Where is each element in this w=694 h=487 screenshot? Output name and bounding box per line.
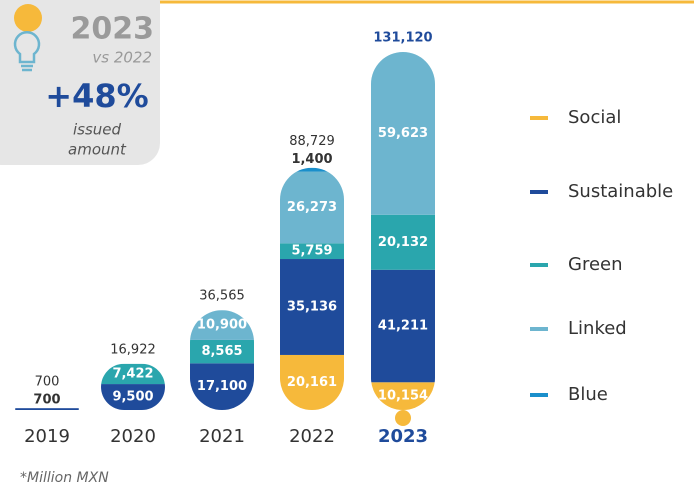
segment-label: 1,400 — [291, 152, 332, 167]
segment-label: 5,759 — [291, 244, 332, 259]
badge-caption: amount — [68, 141, 127, 159]
total-label: 700 — [35, 375, 60, 390]
badge-caption: issued — [73, 121, 122, 139]
segment-label: 20,161 — [287, 375, 337, 390]
legend-label: Social — [568, 107, 621, 128]
legend-label: Blue — [568, 384, 608, 405]
legend-label: Linked — [568, 318, 627, 339]
legend-label: Sustainable — [568, 181, 673, 202]
x-tick-label: 2021 — [199, 426, 245, 447]
segment-label: 20,132 — [378, 235, 428, 250]
segment-label: 26,273 — [287, 200, 337, 215]
bulb-icon — [13, 31, 41, 72]
x-tick-label: 2019 — [24, 426, 70, 447]
badge-change: +48% — [45, 77, 148, 115]
bar-segment — [101, 384, 165, 410]
total-label: 36,565 — [199, 289, 245, 304]
bar-segment — [371, 52, 435, 215]
legend-label: Green — [568, 254, 623, 275]
bar — [371, 52, 435, 410]
x-tick-label: 2022 — [289, 426, 335, 447]
segment-label: 700 — [33, 393, 60, 408]
bulb-glow — [14, 4, 42, 32]
total-label: 88,729 — [289, 134, 335, 149]
bar-segment — [280, 243, 344, 260]
highlight-dot — [395, 410, 411, 426]
badge-year: 2023 — [71, 12, 155, 47]
segment-label: 35,136 — [287, 299, 337, 314]
segment-label: 10,900 — [197, 318, 247, 333]
segment-label: 59,623 — [378, 126, 428, 141]
segment-label: 41,211 — [378, 319, 428, 334]
bar-segment — [190, 339, 254, 364]
total-label: 16,922 — [110, 342, 156, 357]
segment-label: 9,500 — [112, 390, 153, 405]
bar-segment — [101, 363, 165, 385]
bar — [101, 363, 165, 410]
bar-segment — [280, 259, 344, 355]
segment-label: 17,100 — [197, 379, 247, 394]
bar-segment — [371, 214, 435, 270]
x-tick-label: 2023 — [378, 426, 428, 447]
badge — [0, 0, 160, 165]
total-label: 131,120 — [373, 31, 432, 46]
segment-label: 7,422 — [112, 366, 153, 381]
bar — [280, 167, 344, 410]
bar-segment — [280, 354, 344, 410]
segment-label: 10,154 — [378, 389, 428, 404]
bar-segment — [280, 167, 344, 172]
badge-compare: vs 2022 — [92, 49, 152, 67]
bar — [15, 408, 79, 410]
segment-label: 8,565 — [201, 344, 242, 359]
footnote: *Million MXN — [20, 470, 109, 486]
x-tick-label: 2020 — [110, 426, 156, 447]
bar-segment — [280, 171, 344, 244]
bar-segment — [15, 408, 79, 410]
bar-segment — [371, 269, 435, 383]
